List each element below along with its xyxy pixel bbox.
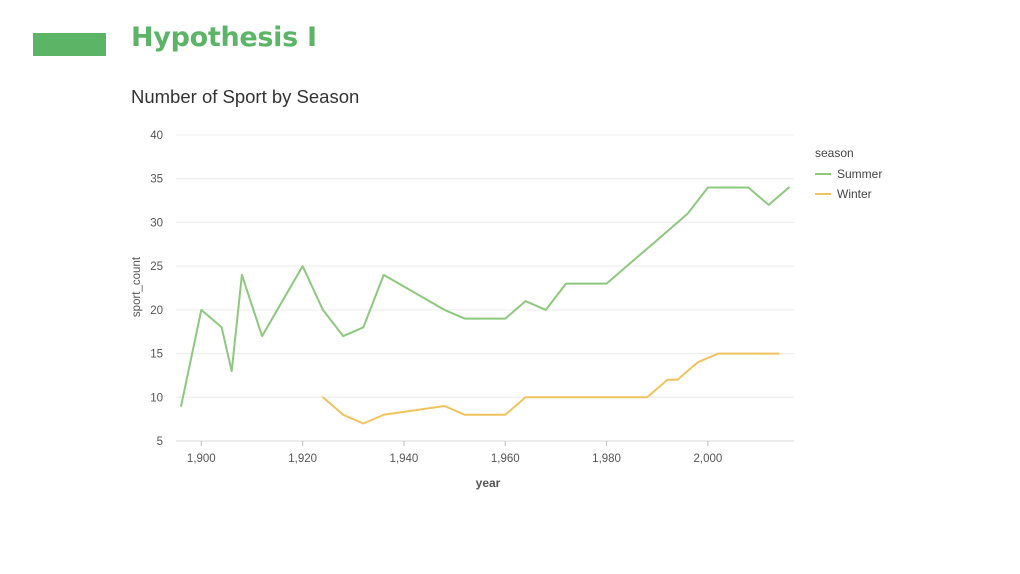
chart-grid (176, 134, 794, 442)
legend-title: season (815, 146, 854, 160)
y-tick-label: 15 (150, 349, 163, 361)
y-tick-label: 30 (150, 217, 163, 229)
y-axis-ticks: 5 10 15 20 25 30 35 40 (150, 130, 163, 448)
y-tick-label: 40 (150, 130, 163, 142)
x-tick-label: 1,980 (592, 453, 621, 465)
legend-label-summer: Summer (837, 167, 882, 181)
x-tick-label: 1,900 (187, 453, 216, 465)
title-accent-bar (33, 33, 106, 56)
chart-series (180, 186, 790, 425)
y-axis-label: sport_count (131, 256, 143, 317)
x-tick-label: 2,000 (693, 453, 722, 465)
series-line-summer (180, 186, 790, 407)
slide-title: Hypothesis I (131, 22, 317, 53)
x-tick-label: 1,940 (390, 453, 419, 465)
y-tick-label: 5 (157, 436, 163, 448)
x-tick-label: 1,920 (288, 453, 317, 465)
x-axis-label: year (476, 476, 501, 490)
series-line-winter (321, 352, 780, 425)
y-tick-label: 10 (150, 392, 163, 404)
x-tick-label: 1,960 (491, 453, 520, 465)
y-tick-label: 35 (150, 174, 163, 186)
chart-legend: season Summer Winter (815, 146, 882, 201)
chart-title: Number of Sport by Season (131, 86, 360, 107)
x-axis-ticks: 1,900 1,920 1,940 1,960 1,980 2,000 (187, 441, 722, 465)
legend-label-winter: Winter (837, 187, 872, 201)
y-tick-label: 20 (150, 305, 163, 317)
y-tick-label: 25 (150, 261, 163, 273)
